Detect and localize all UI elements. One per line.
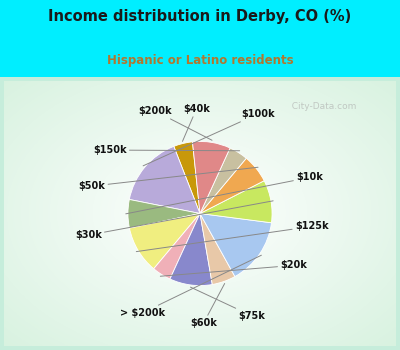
Text: $125k: $125k [136,222,328,252]
Text: $30k: $30k [75,201,273,240]
Text: $40k: $40k [182,104,210,141]
Wedge shape [174,142,200,214]
Wedge shape [170,214,212,286]
Text: $75k: $75k [190,287,265,321]
Wedge shape [128,199,200,228]
Text: $20k: $20k [160,260,307,276]
Text: $200k: $200k [138,106,212,140]
Text: > $200k: > $200k [120,255,261,318]
Text: $50k: $50k [78,167,258,191]
Wedge shape [200,214,235,285]
Wedge shape [200,214,272,276]
Wedge shape [154,214,200,279]
Wedge shape [130,214,200,269]
Text: $10k: $10k [126,173,323,214]
Wedge shape [200,148,246,214]
Wedge shape [200,181,272,223]
Text: $150k: $150k [93,145,240,155]
Text: $100k: $100k [143,109,274,166]
Wedge shape [129,146,200,214]
Text: Income distribution in Derby, CO (%): Income distribution in Derby, CO (%) [48,9,352,23]
Wedge shape [200,158,264,214]
Text: City-Data.com: City-Data.com [286,102,357,111]
Wedge shape [192,141,230,214]
Text: Hispanic or Latino residents: Hispanic or Latino residents [107,54,293,67]
Text: $60k: $60k [190,284,225,328]
